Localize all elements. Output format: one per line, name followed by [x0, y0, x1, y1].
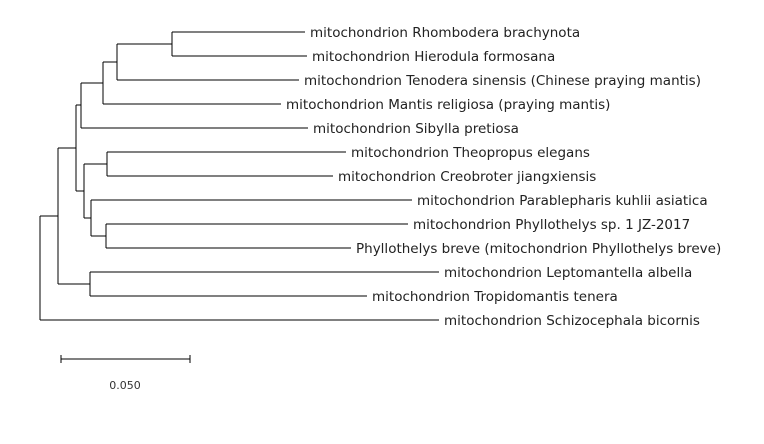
- taxon-label: mitochondrion Sibylla pretiosa: [313, 121, 519, 137]
- taxon-label: Phyllothelys breve (mitochondrion Phyllo…: [356, 241, 721, 257]
- tree-branches: [39, 31, 439, 321]
- taxon-label: mitochondrion Tenodera sinensis (Chinese…: [304, 73, 701, 89]
- taxon-label: mitochondrion Parablepharis kuhlii asiat…: [417, 193, 708, 209]
- scale-bar-label: 0.050: [109, 379, 141, 392]
- taxon-label: mitochondrion Mantis religiosa (praying …: [286, 97, 610, 113]
- taxon-labels: mitochondrion Rhombodera brachynota mito…: [286, 25, 721, 329]
- taxon-label: mitochondrion Phyllothelys sp. 1 JZ-2017: [413, 217, 690, 233]
- taxon-label: mitochondrion Tropidomantis tenera: [372, 289, 618, 305]
- taxon-label: mitochondrion Leptomantella albella: [444, 265, 692, 281]
- scale-bar: 0.050: [60, 355, 191, 392]
- taxon-label: mitochondrion Schizocephala bicornis: [444, 313, 700, 329]
- taxon-label: mitochondrion Hierodula formosana: [312, 49, 555, 65]
- taxon-label: mitochondrion Rhombodera brachynota: [310, 25, 580, 41]
- taxon-label: mitochondrion Theopropus elegans: [351, 145, 590, 161]
- taxon-label: mitochondrion Creobroter jiangxiensis: [338, 169, 596, 185]
